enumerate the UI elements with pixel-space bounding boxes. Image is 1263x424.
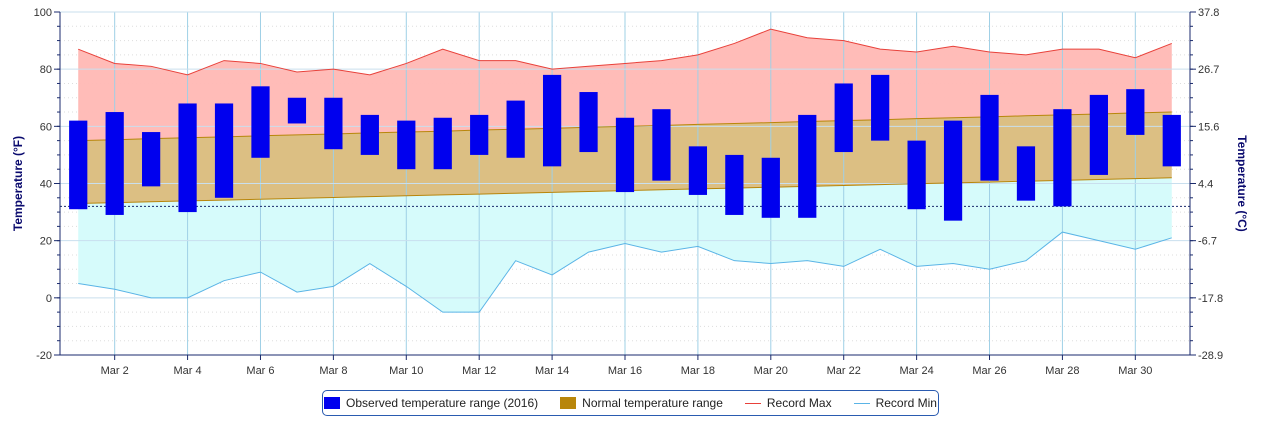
right-tick-label: 26.7 — [1198, 64, 1219, 76]
chart-svg: -20 0 20 40 60 80 100 -28.9 -17.8 -6.7 4.4 15.6 26.7… — [11, 7, 1249, 377]
x-tick-label: Mar 20 — [754, 365, 788, 377]
x-tick-label: Mar 14 — [535, 365, 569, 377]
legend-item-record-min[interactable]: Record Min — [853, 396, 937, 410]
legend-label-record-max: Record Max — [766, 396, 832, 410]
legend-item-normal[interactable]: Normal temperature range — [560, 396, 723, 410]
right-tick-label: 15.6 — [1198, 121, 1219, 133]
right-tick-label: -6.7 — [1198, 236, 1217, 248]
right-tick-label: -17.8 — [1198, 293, 1223, 305]
observed-range-bar — [287, 97, 307, 124]
left-tick-label: 60 — [40, 121, 52, 133]
observed-range-bar — [652, 109, 671, 181]
observed-range-bar — [542, 74, 562, 167]
observed-range-bar — [1126, 89, 1145, 135]
observed-range-bar — [69, 120, 88, 210]
observed-range-bar — [324, 97, 343, 150]
observed-range-bar — [761, 157, 780, 218]
x-tick-label: Mar 28 — [1045, 365, 1079, 377]
x-tick-label: Mar 16 — [608, 365, 642, 377]
observed-range-bar — [506, 100, 525, 158]
x-tick-label: Mar 24 — [899, 365, 933, 377]
observed-range-bar — [725, 154, 744, 215]
observed-range-bar — [579, 92, 598, 153]
observed-range-bar — [1053, 109, 1072, 207]
x-tick-label: Mar 10 — [389, 365, 423, 377]
x-tick-label: Mar 6 — [246, 365, 274, 377]
observed-range-bar — [871, 74, 890, 141]
observed-range-bar — [834, 83, 853, 153]
record-min-line — [78, 231, 1172, 313]
left-tick-label: 20 — [40, 236, 52, 248]
legend-label-normal: Normal temperature range — [582, 396, 723, 410]
left-tick-label: 0 — [46, 293, 52, 305]
legend-swatch-record-min — [853, 402, 870, 404]
x-tick-label: Mar 26 — [972, 365, 1006, 377]
x-tick-label: Mar 18 — [681, 365, 715, 377]
observed-range-bar — [907, 140, 926, 210]
legend-label-observed: Observed temperature range (2016) — [346, 396, 539, 410]
observed-range-bar — [1162, 114, 1181, 167]
left-tick-label: -20 — [36, 350, 52, 362]
right-tick-label: -28.9 — [1198, 350, 1223, 362]
legend-label-record-min: Record Min — [875, 396, 937, 410]
observed-range-bar — [142, 132, 161, 187]
left-tick-label: 40 — [40, 179, 52, 191]
y-right-axis-title: Temperature (°C) — [1235, 135, 1249, 232]
observed-range-bar — [1089, 94, 1108, 175]
x-tick-label: Mar 22 — [827, 365, 861, 377]
right-tick-label: 4.4 — [1198, 179, 1213, 191]
legend-swatch-normal — [560, 397, 577, 409]
record-min-area — [78, 177, 1172, 313]
y-left-axis-title: Temperature (°F) — [11, 136, 25, 231]
x-tick-label: Mar 8 — [319, 365, 347, 377]
x-tick-label: Mar 4 — [174, 365, 202, 377]
left-tick-label: 100 — [34, 7, 52, 19]
observed-range-bar — [178, 103, 197, 213]
observed-range-bar — [360, 114, 379, 155]
observed-range-bar — [105, 112, 124, 215]
observed-range-bar — [1016, 146, 1036, 201]
observed-range-bar — [798, 114, 817, 218]
legend-swatch-observed — [324, 397, 341, 409]
observed-range-bar — [615, 117, 635, 193]
observed-range-bar — [397, 120, 416, 170]
observed-range-bar — [943, 120, 963, 221]
observed-range-bar — [214, 103, 234, 198]
legend-item-observed[interactable]: Observed temperature range (2016) — [324, 396, 538, 410]
x-tick-label: Mar 30 — [1118, 365, 1152, 377]
left-tick-label: 80 — [40, 64, 52, 76]
x-tick-label: Mar 2 — [101, 365, 129, 377]
legend-item-record-max[interactable]: Record Max — [744, 396, 832, 410]
observed-range-bar — [433, 117, 452, 170]
right-tick-label: 37.8 — [1198, 7, 1219, 19]
record-max-line — [78, 28, 1172, 76]
legend: Observed temperature range (2016) Normal… — [322, 390, 939, 416]
observed-range-bar — [688, 146, 708, 195]
x-tick-label: Mar 12 — [462, 365, 496, 377]
observed-range-bar — [980, 94, 999, 181]
observed-range-bar — [251, 86, 270, 158]
observed-range-bar — [470, 114, 489, 155]
legend-swatch-record-max — [744, 402, 761, 404]
